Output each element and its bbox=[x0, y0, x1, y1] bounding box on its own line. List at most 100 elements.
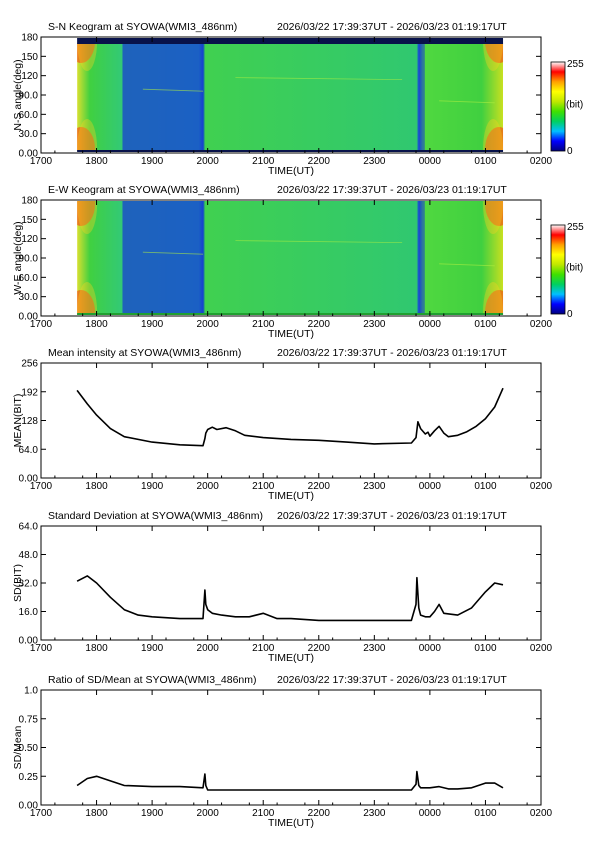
x-tick-label: 0200 bbox=[530, 808, 553, 819]
keogram-dark-band bbox=[122, 201, 204, 315]
x-tick-label: 2200 bbox=[308, 643, 331, 654]
x-axis-label: TIME(UT) bbox=[268, 165, 314, 177]
x-axis-label: TIME(UT) bbox=[268, 328, 314, 340]
keogram-horizon-glow bbox=[77, 127, 96, 151]
chart-time-range: 2026/03/22 17:39:37UT - 2026/03/23 01:19… bbox=[277, 674, 507, 686]
x-tick-label: 2000 bbox=[197, 319, 220, 330]
chart-time-range: 2026/03/22 17:39:37UT - 2026/03/23 01:19… bbox=[277, 347, 507, 359]
keogram-horizon-glow bbox=[77, 282, 98, 315]
x-tick-label: 2200 bbox=[308, 481, 331, 492]
x-tick-label: 2100 bbox=[252, 156, 275, 167]
keogram-top-band bbox=[77, 38, 504, 44]
chart-title: Ratio of SD/Mean at SYOWA(WMI3_486nm) bbox=[48, 674, 257, 686]
colorbar-min-label: 0 bbox=[567, 146, 573, 157]
keogram-horizon-glow bbox=[485, 201, 504, 226]
x-tick-label: 0100 bbox=[474, 319, 497, 330]
keogram-horizon-glow bbox=[485, 127, 504, 151]
y-tick-label: 30.0 bbox=[19, 129, 39, 140]
x-tick-label: 1900 bbox=[141, 481, 164, 492]
y-tick-label: 30.0 bbox=[19, 292, 39, 303]
colorbar-min-label: 0 bbox=[567, 309, 573, 320]
x-tick-label: 0100 bbox=[474, 156, 497, 167]
keogram-dark-band bbox=[418, 43, 425, 151]
x-axis-label: TIME(UT) bbox=[268, 652, 314, 664]
y-tick-label: 150 bbox=[21, 52, 38, 63]
keogram-panel: 1700 1800 1900 2000 2100 2200 2300 0000 0100 0200… bbox=[12, 21, 584, 177]
keogram-horizon-glow bbox=[77, 43, 96, 63]
x-tick-label: 2000 bbox=[197, 808, 220, 819]
y-tick-label: 32.0 bbox=[19, 579, 39, 590]
line-panel: 1700 1800 1900 2000 2100 2200 2300 0000 0100 0200… bbox=[12, 347, 553, 502]
keogram-panel: 1700 1800 1900 2000 2100 2200 2300 0000 0100 0200… bbox=[12, 184, 584, 340]
y-tick-label: 180 bbox=[21, 33, 38, 44]
colorbar-unit-label: (bit) bbox=[566, 100, 583, 111]
x-tick-label: 1800 bbox=[85, 156, 108, 167]
chart-title: S-N Keogram at SYOWA(WMI3_486nm) bbox=[48, 21, 237, 33]
x-tick-label: 0000 bbox=[419, 319, 442, 330]
colorbar bbox=[550, 61, 566, 152]
x-tick-label: 1800 bbox=[85, 643, 108, 654]
keogram-horizon-glow bbox=[483, 119, 504, 151]
x-tick-label: 2300 bbox=[363, 481, 386, 492]
y-tick-label: 0.00 bbox=[19, 149, 39, 160]
keogram-horizon-glow bbox=[485, 290, 504, 315]
chart-title: Mean intensity at SYOWA(WMI3_486nm) bbox=[48, 347, 241, 359]
y-tick-label: 180 bbox=[21, 196, 38, 207]
y-tick-label: 128 bbox=[21, 416, 38, 427]
keogram-horizon-glow bbox=[77, 201, 96, 226]
x-tick-label: 1700 bbox=[30, 481, 53, 492]
chart-title: E-W Keogram at SYOWA(WMI3_486nm) bbox=[48, 184, 240, 196]
x-tick-label: 0000 bbox=[419, 156, 442, 167]
series-line bbox=[76, 770, 504, 791]
keogram-horizon-glow bbox=[77, 201, 98, 234]
x-tick-label: 1900 bbox=[141, 643, 164, 654]
keogram-streak bbox=[439, 100, 495, 104]
x-axis-label: TIME(UT) bbox=[268, 490, 314, 502]
plot-frame bbox=[40, 525, 542, 641]
chart-time-range: 2026/03/22 17:39:37UT - 2026/03/23 01:19… bbox=[277, 21, 507, 33]
keogram-horizon-glow bbox=[483, 282, 504, 315]
x-tick-label: 0100 bbox=[474, 481, 497, 492]
x-tick-label: 1900 bbox=[141, 319, 164, 330]
y-tick-label: 60.0 bbox=[19, 273, 39, 284]
y-tick-label: 64.0 bbox=[19, 522, 39, 533]
y-tick-label: 60.0 bbox=[19, 110, 39, 121]
keogram-bottom-band bbox=[77, 313, 504, 315]
x-tick-label: 1700 bbox=[30, 319, 53, 330]
y-tick-label: 16.0 bbox=[19, 607, 39, 618]
x-tick-label: 2300 bbox=[363, 319, 386, 330]
y-tick-label: 256 bbox=[21, 359, 38, 370]
y-tick-label: 120 bbox=[21, 234, 38, 245]
y-tick-label: 64.0 bbox=[19, 445, 39, 456]
x-tick-label: 1900 bbox=[141, 156, 164, 167]
keogram-streak bbox=[439, 263, 495, 267]
x-axis-label: TIME(UT) bbox=[268, 817, 314, 829]
y-tick-label: 150 bbox=[21, 215, 38, 226]
x-tick-label: 2200 bbox=[308, 319, 331, 330]
y-tick-label: 0.00 bbox=[19, 636, 39, 647]
x-tick-label: 0100 bbox=[474, 808, 497, 819]
x-tick-label: 0200 bbox=[530, 481, 553, 492]
x-tick-label: 0200 bbox=[530, 156, 553, 167]
x-tick-label: 0200 bbox=[530, 643, 553, 654]
chart-time-range: 2026/03/22 17:39:37UT - 2026/03/23 01:19… bbox=[277, 510, 507, 522]
keogram-bottom-band bbox=[77, 150, 504, 152]
plot-frame bbox=[40, 362, 542, 479]
y-tick-label: 0.00 bbox=[19, 312, 39, 323]
chart-title: Standard Deviation at SYOWA(WMI3_486nm) bbox=[48, 510, 263, 522]
x-tick-label: 0000 bbox=[419, 643, 442, 654]
keogram-horizon-glow bbox=[77, 119, 98, 151]
y-tick-label: 90.0 bbox=[19, 91, 39, 102]
x-tick-label: 2100 bbox=[252, 481, 275, 492]
y-tick-label: 0.00 bbox=[19, 801, 39, 812]
x-tick-label: 1700 bbox=[30, 808, 53, 819]
x-tick-label: 1700 bbox=[30, 156, 53, 167]
y-tick-label: 0.00 bbox=[19, 474, 39, 485]
chart-time-range: 2026/03/22 17:39:37UT - 2026/03/23 01:19… bbox=[277, 184, 507, 196]
y-tick-label: 0.50 bbox=[19, 743, 39, 754]
y-tick-label: 192 bbox=[21, 387, 38, 398]
y-tick-label: 1.0 bbox=[24, 686, 38, 697]
keogram-horizon-glow bbox=[483, 201, 504, 234]
x-tick-label: 1800 bbox=[85, 808, 108, 819]
